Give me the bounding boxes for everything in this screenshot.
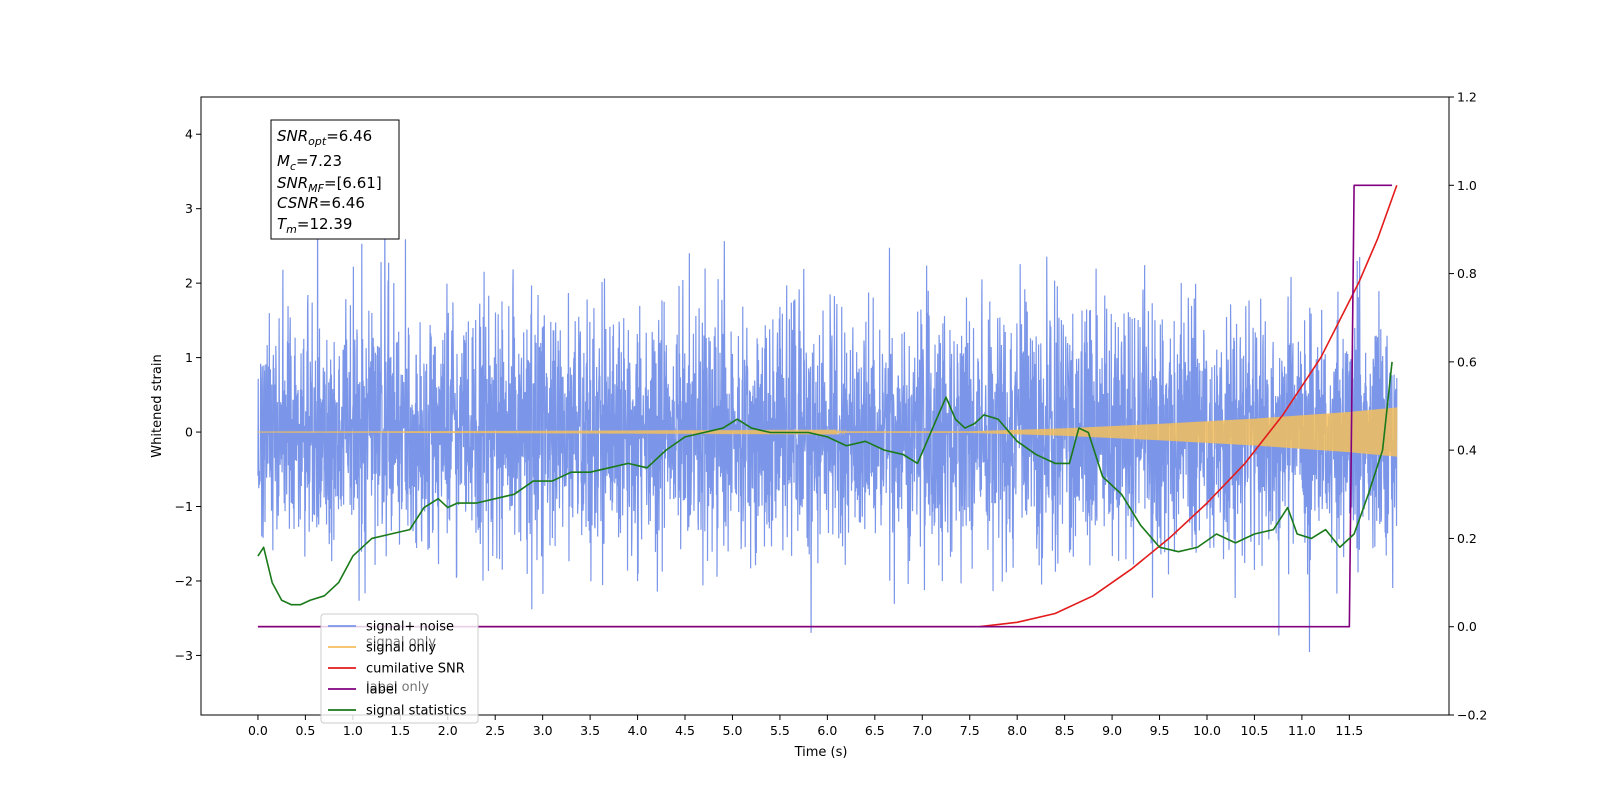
x-tick-label: 6.0 [817, 723, 837, 738]
annotation-snr-mf: SNRMF=[6.61] [277, 174, 382, 195]
x-tick-label: 7.5 [960, 723, 980, 738]
y-tick-label: 4 [185, 127, 193, 142]
annotation-snr-opt: SNRopt=6.46 [277, 127, 372, 148]
y-tick-label: −1 [175, 499, 193, 514]
legend-frame [320, 613, 479, 724]
y-tick-label: −2 [175, 573, 193, 588]
x-tick-label: 10.5 [1241, 723, 1269, 738]
x-tick-label: 0.5 [295, 723, 315, 738]
legend-label: signal statistics [366, 704, 467, 719]
annotation-csnr: CSNR=6.46 [277, 194, 365, 212]
series-label-line [257, 184, 1393, 628]
y-tick-label: 0 [185, 425, 193, 440]
x-tick-label: 4.0 [628, 723, 648, 738]
series-signal-noise-line [257, 182, 1398, 652]
legend-label: cumilative SNR [366, 662, 465, 677]
y2-tick-label: 1.0 [1457, 178, 1477, 193]
legend-label: label [366, 683, 397, 698]
y-axis-label: Whitened strain [150, 354, 165, 457]
x-tick-label: 1.0 [343, 723, 363, 738]
y2-tick-label: 0.4 [1457, 443, 1477, 458]
x-tick-label: 2.0 [438, 723, 458, 738]
x-tick-label: 4.5 [675, 723, 695, 738]
annotation-box: SNRopt=6.46 Mc=7.23 SNRMF=[6.61] CSNR=6.… [270, 119, 400, 240]
legend-label: signal+ noise [366, 620, 454, 635]
x-tick-label: 7.0 [912, 723, 932, 738]
x-tick-label: 1.5 [390, 723, 410, 738]
legend-label: signal only [366, 641, 436, 656]
y-tick-label: 2 [185, 276, 193, 291]
x-tick-label: 5.0 [723, 723, 743, 738]
x-tick-label: 9.5 [1150, 723, 1170, 738]
x-tick-label: 11.0 [1288, 723, 1316, 738]
y2-tick-label: 1.2 [1457, 90, 1477, 105]
x-tick-label: 10.0 [1193, 723, 1221, 738]
y2-tick-label: −0.2 [1457, 708, 1487, 723]
legend-ghost-label: label only [366, 680, 429, 695]
x-tick-label: 8.0 [1007, 723, 1027, 738]
annotation-mc: Mc=7.23 [277, 152, 342, 173]
y2-tick-label: 0.8 [1457, 266, 1477, 281]
series-signal-only-line [257, 407, 1398, 457]
x-tick-label: 11.5 [1335, 723, 1363, 738]
x-tick-label: 8.5 [1055, 723, 1075, 738]
x-tick-label: 3.5 [580, 723, 600, 738]
plot-frame [200, 96, 1450, 716]
y2-tick-label: 0.6 [1457, 354, 1477, 369]
y2-tick-label: 0.2 [1457, 531, 1477, 546]
y-tick-label: −3 [175, 648, 193, 663]
x-tick-label: 6.5 [865, 723, 885, 738]
legend-ghost-label: signal only [366, 635, 436, 650]
x-tick-label: 9.0 [1102, 723, 1122, 738]
annotation-tm: Tm=12.39 [277, 215, 352, 236]
x-tick-label: 5.5 [770, 723, 790, 738]
y2-tick-label: 0.0 [1457, 619, 1477, 634]
y-tick-label: 1 [185, 350, 193, 365]
x-tick-label: 2.5 [485, 723, 505, 738]
series-cumilative-snr-line [257, 185, 1398, 628]
x-tick-label: 3.0 [533, 723, 553, 738]
x-tick-label: 0.0 [248, 723, 268, 738]
y-tick-label: 3 [185, 201, 193, 216]
x-axis-label: Time (s) [794, 745, 848, 760]
series-signal-statistics-line [257, 361, 1393, 606]
